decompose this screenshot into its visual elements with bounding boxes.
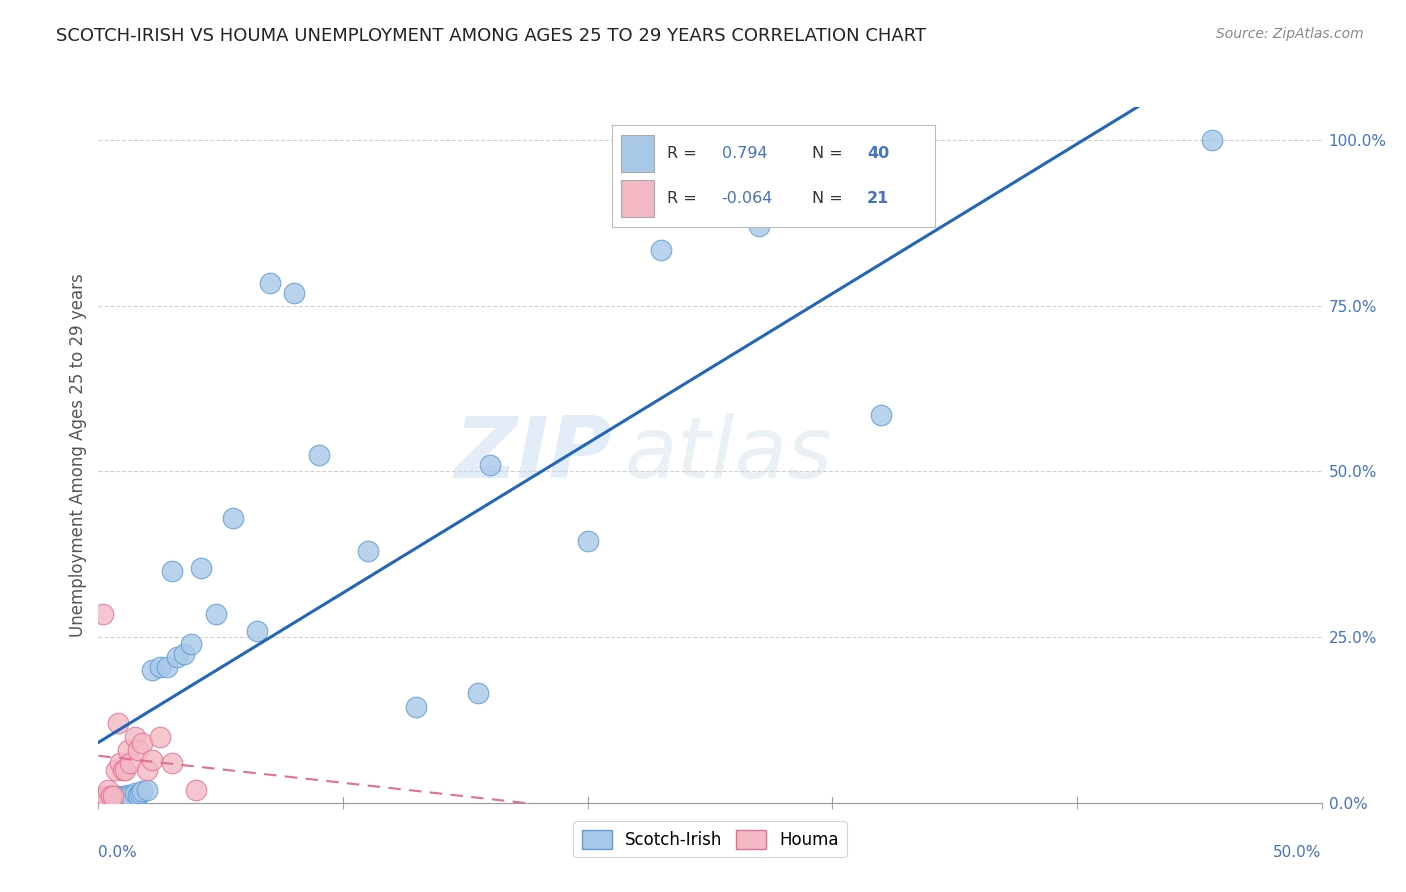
Point [141,753,163,767]
Point [114,763,136,777]
Point [110,756,132,770]
Text: N =: N = [813,146,842,161]
Point [136,782,159,797]
Text: 21: 21 [868,191,890,206]
Text: 40: 40 [868,146,890,161]
Text: Source: ZipAtlas.com: Source: ZipAtlas.com [1216,27,1364,41]
Point [91,607,114,621]
Text: N =: N = [813,191,842,206]
Point [111,789,134,804]
Point [748,219,770,234]
Point [405,699,427,714]
Point [160,756,183,770]
Text: -0.064: -0.064 [721,191,773,206]
Point [100,789,122,804]
Text: 0.0%: 0.0% [98,845,138,860]
Point [141,663,163,677]
Point [131,736,153,750]
Point [129,786,152,800]
Point [104,790,127,805]
Point [104,763,127,777]
Point [160,564,183,578]
Point [97,792,120,806]
Text: R =: R = [666,146,696,161]
Point [117,788,139,802]
Text: 50.0%: 50.0% [1274,845,1322,860]
Point [467,686,489,700]
Point [283,285,305,300]
Point [127,743,149,757]
Point [205,607,228,621]
Point [149,730,172,744]
Bar [621,180,654,218]
Text: SCOTCH-IRISH VS HOUMA UNEMPLOYMENT AMONG AGES 25 TO 29 YEARS CORRELATION CHART: SCOTCH-IRISH VS HOUMA UNEMPLOYMENT AMONG… [56,27,927,45]
Point [173,647,195,661]
Text: 0.794: 0.794 [721,146,768,161]
Point [97,782,120,797]
Point [114,790,136,805]
Text: R =: R = [666,191,696,206]
Point [356,544,378,558]
Point [120,756,142,770]
Point [190,560,212,574]
Text: ZIP: ZIP [454,413,612,497]
Text: atlas: atlas [624,413,832,497]
Point [1201,133,1223,147]
Point [127,788,149,802]
Point [101,789,124,804]
Point [100,792,122,806]
Point [107,716,129,731]
Point [107,789,129,804]
Point [180,637,202,651]
Point [149,660,172,674]
Point [91,792,114,806]
Point [650,243,672,257]
Point [124,786,146,800]
Legend: Scotch-Irish, Houma: Scotch-Irish, Houma [574,822,846,857]
Point [94,790,117,805]
Point [136,763,159,777]
Point [94,789,117,804]
Bar [621,136,654,172]
Point [101,791,124,805]
Point [222,511,245,525]
Point [186,782,208,797]
Point [259,276,281,290]
Point [111,763,134,777]
Point [308,448,330,462]
Point [90,790,112,805]
Point [870,408,893,422]
Y-axis label: Unemployment Among Ages 25 to 29 years: Unemployment Among Ages 25 to 29 years [69,273,87,637]
Point [110,790,132,805]
Point [478,458,501,472]
Point [120,789,142,804]
Point [124,730,146,744]
Point [131,784,153,798]
Point [576,534,599,549]
Point [156,660,179,674]
Point [166,650,188,665]
Point [117,743,139,757]
Point [246,624,269,638]
